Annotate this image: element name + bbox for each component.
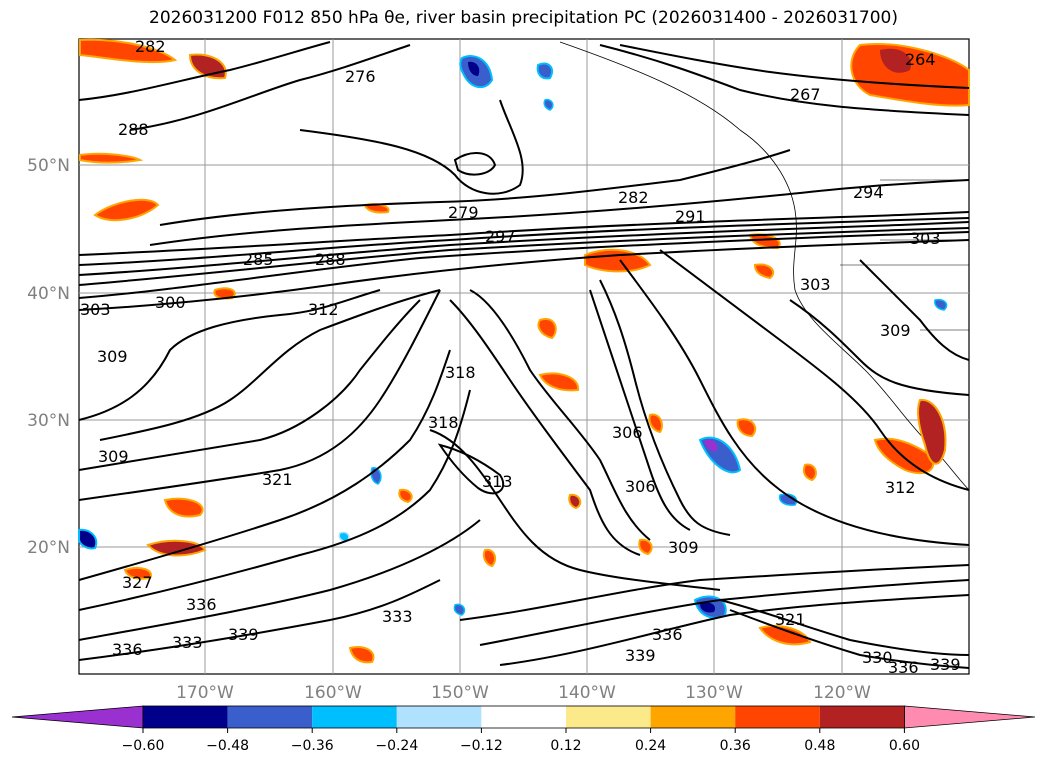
contour-label: 321 bbox=[262, 470, 293, 489]
latitude-labels: 50°N 40°N 30°N 20°N bbox=[27, 156, 70, 558]
contour-label: 313 bbox=[482, 472, 513, 491]
colorbar-segment bbox=[819, 706, 905, 728]
contour-label: 306 bbox=[625, 477, 656, 496]
colorbar-segment bbox=[481, 706, 566, 728]
precip-negative-areas bbox=[78, 55, 948, 619]
contour-label: 294 bbox=[853, 183, 884, 202]
colorbar-tick-label: 0.24 bbox=[635, 738, 666, 754]
theta-e-contours bbox=[78, 41, 970, 669]
lon-label-120w: 120°W bbox=[813, 683, 871, 703]
colorbar-extend-max bbox=[904, 705, 1036, 729]
lon-label-160w: 160°W bbox=[304, 683, 362, 703]
contour-label: 339 bbox=[930, 655, 961, 674]
contour-label: 288 bbox=[315, 250, 346, 269]
colorbar-segment bbox=[227, 706, 313, 728]
contour-label: 288 bbox=[118, 120, 149, 139]
map-title: 2026031200 F012 850 hPa θe, river basin … bbox=[149, 8, 898, 28]
contour-label: 336 bbox=[112, 640, 143, 659]
contour-label: 318 bbox=[445, 363, 476, 382]
lon-label-130w: 130°W bbox=[685, 683, 743, 703]
lat-label-20n: 20°N bbox=[27, 538, 70, 558]
contour-label: 267 bbox=[790, 85, 821, 104]
colorbar-tick-label: 0.48 bbox=[804, 738, 835, 754]
contour-label: 306 bbox=[612, 423, 643, 442]
colorbar-extend-min bbox=[11, 705, 144, 729]
colorbar-outline bbox=[142, 705, 905, 729]
colorbar-segment bbox=[396, 706, 482, 728]
longitude-labels: 170°W 160°W 150°W 140°W 130°W 120°W bbox=[176, 683, 871, 703]
colorbar-tick-label: −0.48 bbox=[206, 738, 249, 754]
lon-label-150w: 150°W bbox=[431, 683, 489, 703]
contour-label: 321 bbox=[775, 610, 806, 629]
contour-label: 291 bbox=[675, 207, 706, 226]
contour-label: 330 bbox=[862, 648, 893, 667]
contour-label: 336 bbox=[888, 658, 919, 677]
colorbar-segment bbox=[143, 706, 228, 728]
colorbar-tick-label: −0.24 bbox=[375, 738, 418, 754]
colorbar-segment bbox=[650, 706, 736, 728]
colorbar-segment bbox=[735, 706, 820, 728]
contour-label: 279 bbox=[448, 203, 479, 222]
colorbar: −0.60 −0.48 −0.36 −0.24 −0.12 0.12 0.24 0.36 0.4… bbox=[11, 705, 1036, 754]
precip-positive-areas bbox=[79, 38, 970, 664]
contour-label: 309 bbox=[668, 538, 699, 557]
contour-label: 309 bbox=[98, 447, 129, 466]
contour-label: 339 bbox=[625, 646, 656, 665]
contour-label: 333 bbox=[172, 633, 203, 652]
lat-label-50n: 50°N bbox=[27, 156, 70, 176]
lat-label-40n: 40°N bbox=[27, 284, 70, 304]
contour-label: 312 bbox=[885, 478, 916, 497]
colorbar-tick-label: 0.36 bbox=[720, 738, 751, 754]
contour-label: 318 bbox=[428, 413, 459, 432]
contour-label: 276 bbox=[345, 67, 376, 86]
graticule bbox=[79, 39, 969, 674]
contour-label: 285 bbox=[243, 250, 274, 269]
contour-label: 303 bbox=[910, 229, 941, 248]
contour-label: 282 bbox=[618, 188, 649, 207]
colorbar-tick-label: 0.12 bbox=[550, 738, 581, 754]
lon-label-140w: 140°W bbox=[558, 683, 616, 703]
contour-label: 309 bbox=[880, 321, 911, 340]
contour-label: 327 bbox=[122, 573, 153, 592]
contour-label: 303 bbox=[800, 275, 831, 294]
contour-label: 336 bbox=[652, 625, 683, 644]
contour-label: 297 bbox=[485, 227, 516, 246]
contour-label: 312 bbox=[308, 300, 339, 319]
contour-label: 282 bbox=[135, 37, 166, 56]
colorbar-segment bbox=[312, 706, 397, 728]
lon-label-170w: 170°W bbox=[176, 683, 234, 703]
state-borders bbox=[840, 179, 969, 331]
colorbar-tick-label: −0.36 bbox=[291, 738, 334, 754]
contour-label: 264 bbox=[905, 50, 936, 69]
coastline bbox=[559, 41, 970, 491]
contour-label: 303 bbox=[80, 300, 111, 319]
colorbar-tick-label: −0.12 bbox=[460, 738, 503, 754]
contour-label-group: 282 276 264 267 288 279 282 291 294 297 … bbox=[80, 37, 961, 677]
colorbar-tick-label: 0.60 bbox=[889, 738, 920, 754]
contour-label: 336 bbox=[186, 595, 217, 614]
colorbar-tick-label: −0.60 bbox=[122, 738, 165, 754]
contour-label: 333 bbox=[382, 607, 413, 626]
contour-label: 309 bbox=[97, 347, 128, 366]
lat-label-30n: 30°N bbox=[27, 411, 70, 431]
contour-label: 300 bbox=[155, 293, 186, 312]
colorbar-segment bbox=[566, 706, 651, 728]
contour-label: 339 bbox=[228, 625, 259, 644]
